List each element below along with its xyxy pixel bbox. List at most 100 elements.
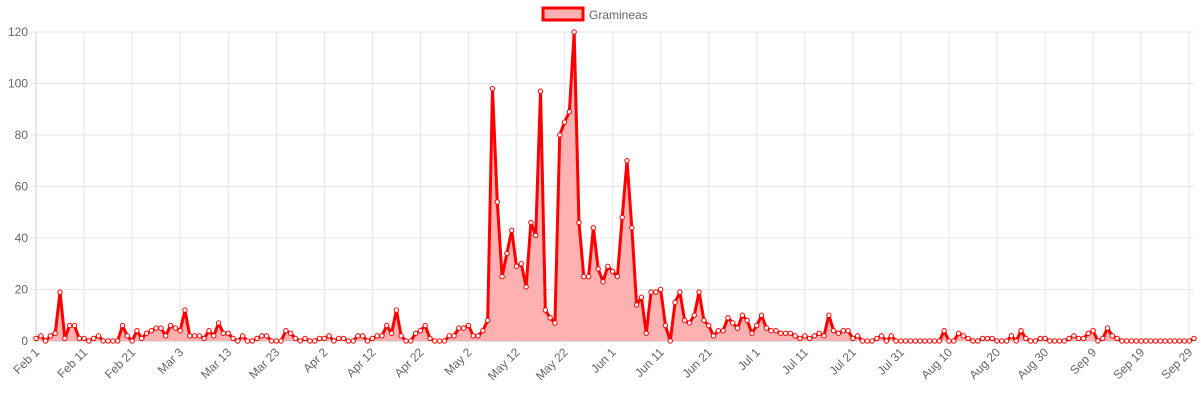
data-point[interactable]	[1042, 335, 1048, 342]
data-point[interactable]	[874, 335, 880, 342]
data-point[interactable]	[720, 328, 726, 334]
data-point[interactable]	[715, 328, 722, 334]
data-point[interactable]	[739, 312, 746, 318]
data-point[interactable]	[1191, 335, 1197, 342]
data-point[interactable]	[1148, 338, 1154, 344]
data-point[interactable]	[57, 289, 63, 295]
data-point[interactable]	[1104, 325, 1111, 331]
data-point[interactable]	[946, 338, 952, 344]
data-point[interactable]	[480, 328, 486, 334]
data-point[interactable]	[340, 335, 347, 342]
data-point[interactable]	[432, 338, 438, 344]
data-point[interactable]	[590, 225, 597, 231]
data-point[interactable]	[787, 330, 794, 336]
data-point[interactable]	[278, 338, 284, 344]
data-point[interactable]	[201, 335, 207, 342]
data-point[interactable]	[364, 338, 371, 344]
data-point[interactable]	[653, 289, 659, 295]
data-point[interactable]	[1124, 338, 1130, 344]
data-point[interactable]	[854, 333, 861, 339]
data-point[interactable]	[52, 330, 58, 336]
data-point[interactable]	[883, 338, 890, 344]
data-point[interactable]	[701, 317, 707, 324]
data-point[interactable]	[412, 330, 419, 336]
data-point[interactable]	[773, 328, 779, 334]
data-point[interactable]	[955, 330, 962, 336]
data-point[interactable]	[523, 284, 529, 290]
data-point[interactable]	[768, 328, 774, 334]
data-point[interactable]	[1047, 338, 1053, 344]
data-point[interactable]	[1003, 338, 1010, 344]
data-point[interactable]	[307, 338, 313, 344]
data-point[interactable]	[345, 338, 352, 344]
data-point[interactable]	[696, 289, 702, 295]
data-point[interactable]	[1008, 333, 1015, 339]
data-point[interactable]	[1152, 338, 1159, 344]
data-point[interactable]	[845, 328, 851, 334]
data-point[interactable]	[244, 338, 251, 344]
data-point[interactable]	[379, 333, 385, 339]
data-point[interactable]	[393, 307, 400, 313]
data-point[interactable]	[1090, 328, 1096, 334]
data-point[interactable]	[830, 328, 837, 334]
data-point[interactable]	[230, 335, 236, 342]
data-point[interactable]	[71, 322, 78, 329]
data-point[interactable]	[388, 330, 395, 336]
data-point[interactable]	[427, 335, 433, 342]
data-point[interactable]	[984, 335, 991, 342]
data-point[interactable]	[657, 286, 664, 293]
data-point[interactable]	[134, 328, 140, 334]
data-point[interactable]	[677, 289, 683, 295]
data-point[interactable]	[239, 333, 246, 339]
data-point[interactable]	[215, 320, 222, 326]
data-point[interactable]	[254, 335, 260, 342]
data-point[interactable]	[263, 333, 270, 339]
data-point[interactable]	[1143, 338, 1149, 344]
data-point[interactable]	[595, 266, 601, 272]
data-point[interactable]	[153, 325, 159, 331]
data-point[interactable]	[336, 335, 342, 342]
data-point[interactable]	[110, 338, 116, 344]
data-point[interactable]	[331, 338, 337, 344]
data-point[interactable]	[778, 330, 784, 336]
data-point[interactable]	[629, 225, 635, 231]
data-point[interactable]	[758, 312, 765, 318]
data-point[interactable]	[826, 312, 832, 318]
data-point[interactable]	[907, 338, 914, 344]
data-point[interactable]	[139, 335, 145, 342]
data-point[interactable]	[316, 335, 323, 342]
data-point[interactable]	[114, 338, 121, 344]
data-point[interactable]	[730, 320, 736, 326]
data-point[interactable]	[941, 328, 947, 334]
data-point[interactable]	[686, 320, 693, 326]
data-point[interactable]	[81, 335, 87, 342]
data-point[interactable]	[403, 338, 409, 344]
data-point[interactable]	[129, 338, 135, 344]
data-point[interactable]	[398, 333, 404, 339]
data-point[interactable]	[494, 199, 500, 205]
data-point[interactable]	[1095, 338, 1101, 344]
data-point[interactable]	[859, 338, 866, 344]
data-point[interactable]	[220, 330, 227, 336]
data-point[interactable]	[850, 335, 856, 342]
data-point[interactable]	[465, 322, 472, 329]
data-point[interactable]	[302, 335, 308, 342]
data-point[interactable]	[869, 338, 875, 344]
data-point[interactable]	[936, 338, 943, 344]
data-point[interactable]	[143, 330, 150, 336]
data-point[interactable]	[441, 338, 448, 344]
data-point[interactable]	[350, 338, 356, 344]
data-point[interactable]	[1114, 335, 1120, 342]
data-point[interactable]	[989, 335, 995, 342]
data-point[interactable]	[225, 330, 231, 336]
data-point[interactable]	[1027, 338, 1034, 344]
data-point[interactable]	[600, 279, 606, 285]
data-point[interactable]	[633, 302, 640, 308]
data-point[interactable]	[725, 315, 731, 321]
legend-swatch[interactable]	[541, 6, 585, 22]
data-point[interactable]	[557, 132, 563, 138]
data-point[interactable]	[927, 338, 933, 344]
data-point[interactable]	[90, 335, 97, 342]
data-point[interactable]	[816, 330, 822, 336]
data-point[interactable]	[528, 219, 534, 226]
